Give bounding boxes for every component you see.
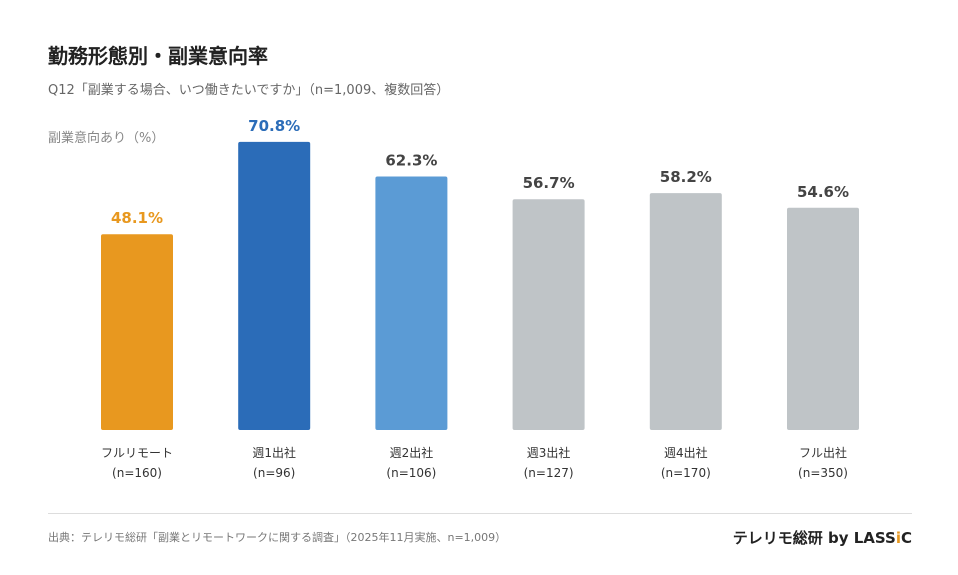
bar bbox=[649, 193, 722, 430]
y-axis-label: 副業意向あり（%） bbox=[48, 131, 165, 146]
bar bbox=[101, 234, 173, 430]
value-label: 48.1% bbox=[111, 209, 163, 227]
source-note: 出典：テレリモ総研「副業とリモートワークに関する調査」（2025年11月実施、n… bbox=[48, 531, 507, 544]
sample-size-label: (n=160) bbox=[112, 466, 162, 480]
brand-logo: テレリモ総研 by LASSiC bbox=[732, 529, 912, 547]
bar bbox=[787, 207, 859, 430]
sample-size-label: (n=170) bbox=[661, 466, 711, 480]
category-label: フル出社 bbox=[799, 445, 847, 460]
value-label: 56.7% bbox=[523, 174, 575, 192]
value-label: 58.2% bbox=[660, 168, 712, 186]
chart-title: 勤務形態別・副業意向率 bbox=[48, 44, 268, 68]
divider bbox=[48, 513, 912, 514]
sample-size-label: (n=96) bbox=[253, 466, 295, 480]
category-label: 週3出社 bbox=[527, 445, 571, 460]
category-label: 週2出社 bbox=[390, 445, 434, 460]
sample-size-label: (n=106) bbox=[386, 466, 436, 480]
sample-size-label: (n=350) bbox=[798, 466, 848, 480]
chart-subtitle: Q12「副業する場合、いつ働きたいですか」（n=1,009、複数回答） bbox=[48, 83, 450, 98]
bar-chart: 48.1% フルリモート (n=160) 70.8% 週1出社 (n=96) 62.3% 週2… bbox=[101, 117, 859, 480]
value-label: 70.8% bbox=[248, 117, 300, 135]
bar bbox=[375, 176, 448, 430]
value-label: 62.3% bbox=[385, 151, 437, 169]
category-label: 週4出社 bbox=[664, 445, 708, 460]
sample-size-label: (n=127) bbox=[524, 466, 574, 480]
value-label: 54.6% bbox=[797, 183, 849, 201]
category-label: 週1出社 bbox=[252, 445, 296, 460]
category-label: フルリモート bbox=[101, 446, 173, 460]
bar bbox=[238, 141, 311, 430]
bar bbox=[512, 199, 585, 430]
